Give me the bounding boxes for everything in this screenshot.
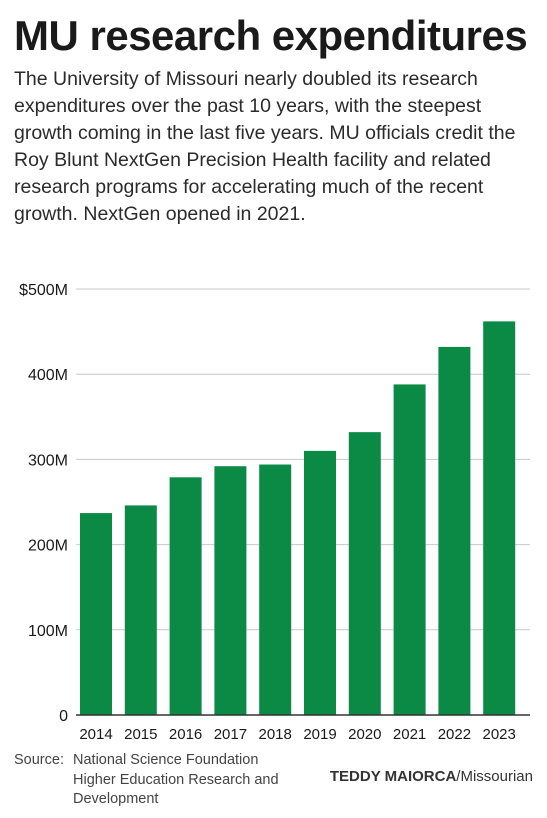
y-tick-label: 100M	[28, 623, 68, 640]
bar	[169, 477, 202, 715]
bar	[259, 464, 292, 715]
source-text: National Science Foundation Higher Educa…	[73, 752, 279, 807]
x-tick-label: 2017	[214, 726, 247, 743]
x-tick-label: 2018	[259, 726, 292, 743]
bar	[80, 513, 112, 715]
x-tick-label: 2022	[438, 726, 471, 743]
x-tick-label: 2014	[79, 726, 112, 743]
y-tick-label: 200M	[28, 538, 68, 555]
x-tick-label: 2019	[303, 726, 336, 743]
chart-title: MU research expenditures	[14, 12, 528, 59]
y-tick-label: $500M	[19, 282, 68, 299]
y-tick-label: 0	[59, 708, 68, 725]
bar-chart: 0 100M 200M 300M 400M $500M 2014 2015 2016 2017 20…	[19, 282, 530, 743]
chart-subtitle: The University of Missouri nearly double…	[14, 68, 516, 225]
bar	[393, 384, 426, 715]
bar	[438, 346, 471, 715]
credit-publication: /Missourian	[456, 768, 533, 785]
x-tick-label: 2015	[124, 726, 157, 743]
x-tick-label: 2020	[348, 726, 381, 743]
x-tick-label: 2021	[393, 726, 426, 743]
bar	[483, 321, 516, 715]
x-tick-label: 2023	[483, 726, 516, 743]
source-label: Source:	[14, 752, 64, 768]
y-tick-label: 400M	[28, 367, 68, 384]
x-tick-label: 2016	[169, 726, 202, 743]
credit-line: TEDDY MAIORCA/Missourian	[330, 768, 533, 785]
bar	[304, 450, 336, 715]
credit-author: TEDDY MAIORCA	[329, 768, 457, 785]
bar	[124, 505, 157, 715]
y-tick-label: 300M	[28, 452, 68, 469]
bar	[348, 432, 381, 715]
bar	[214, 466, 247, 715]
